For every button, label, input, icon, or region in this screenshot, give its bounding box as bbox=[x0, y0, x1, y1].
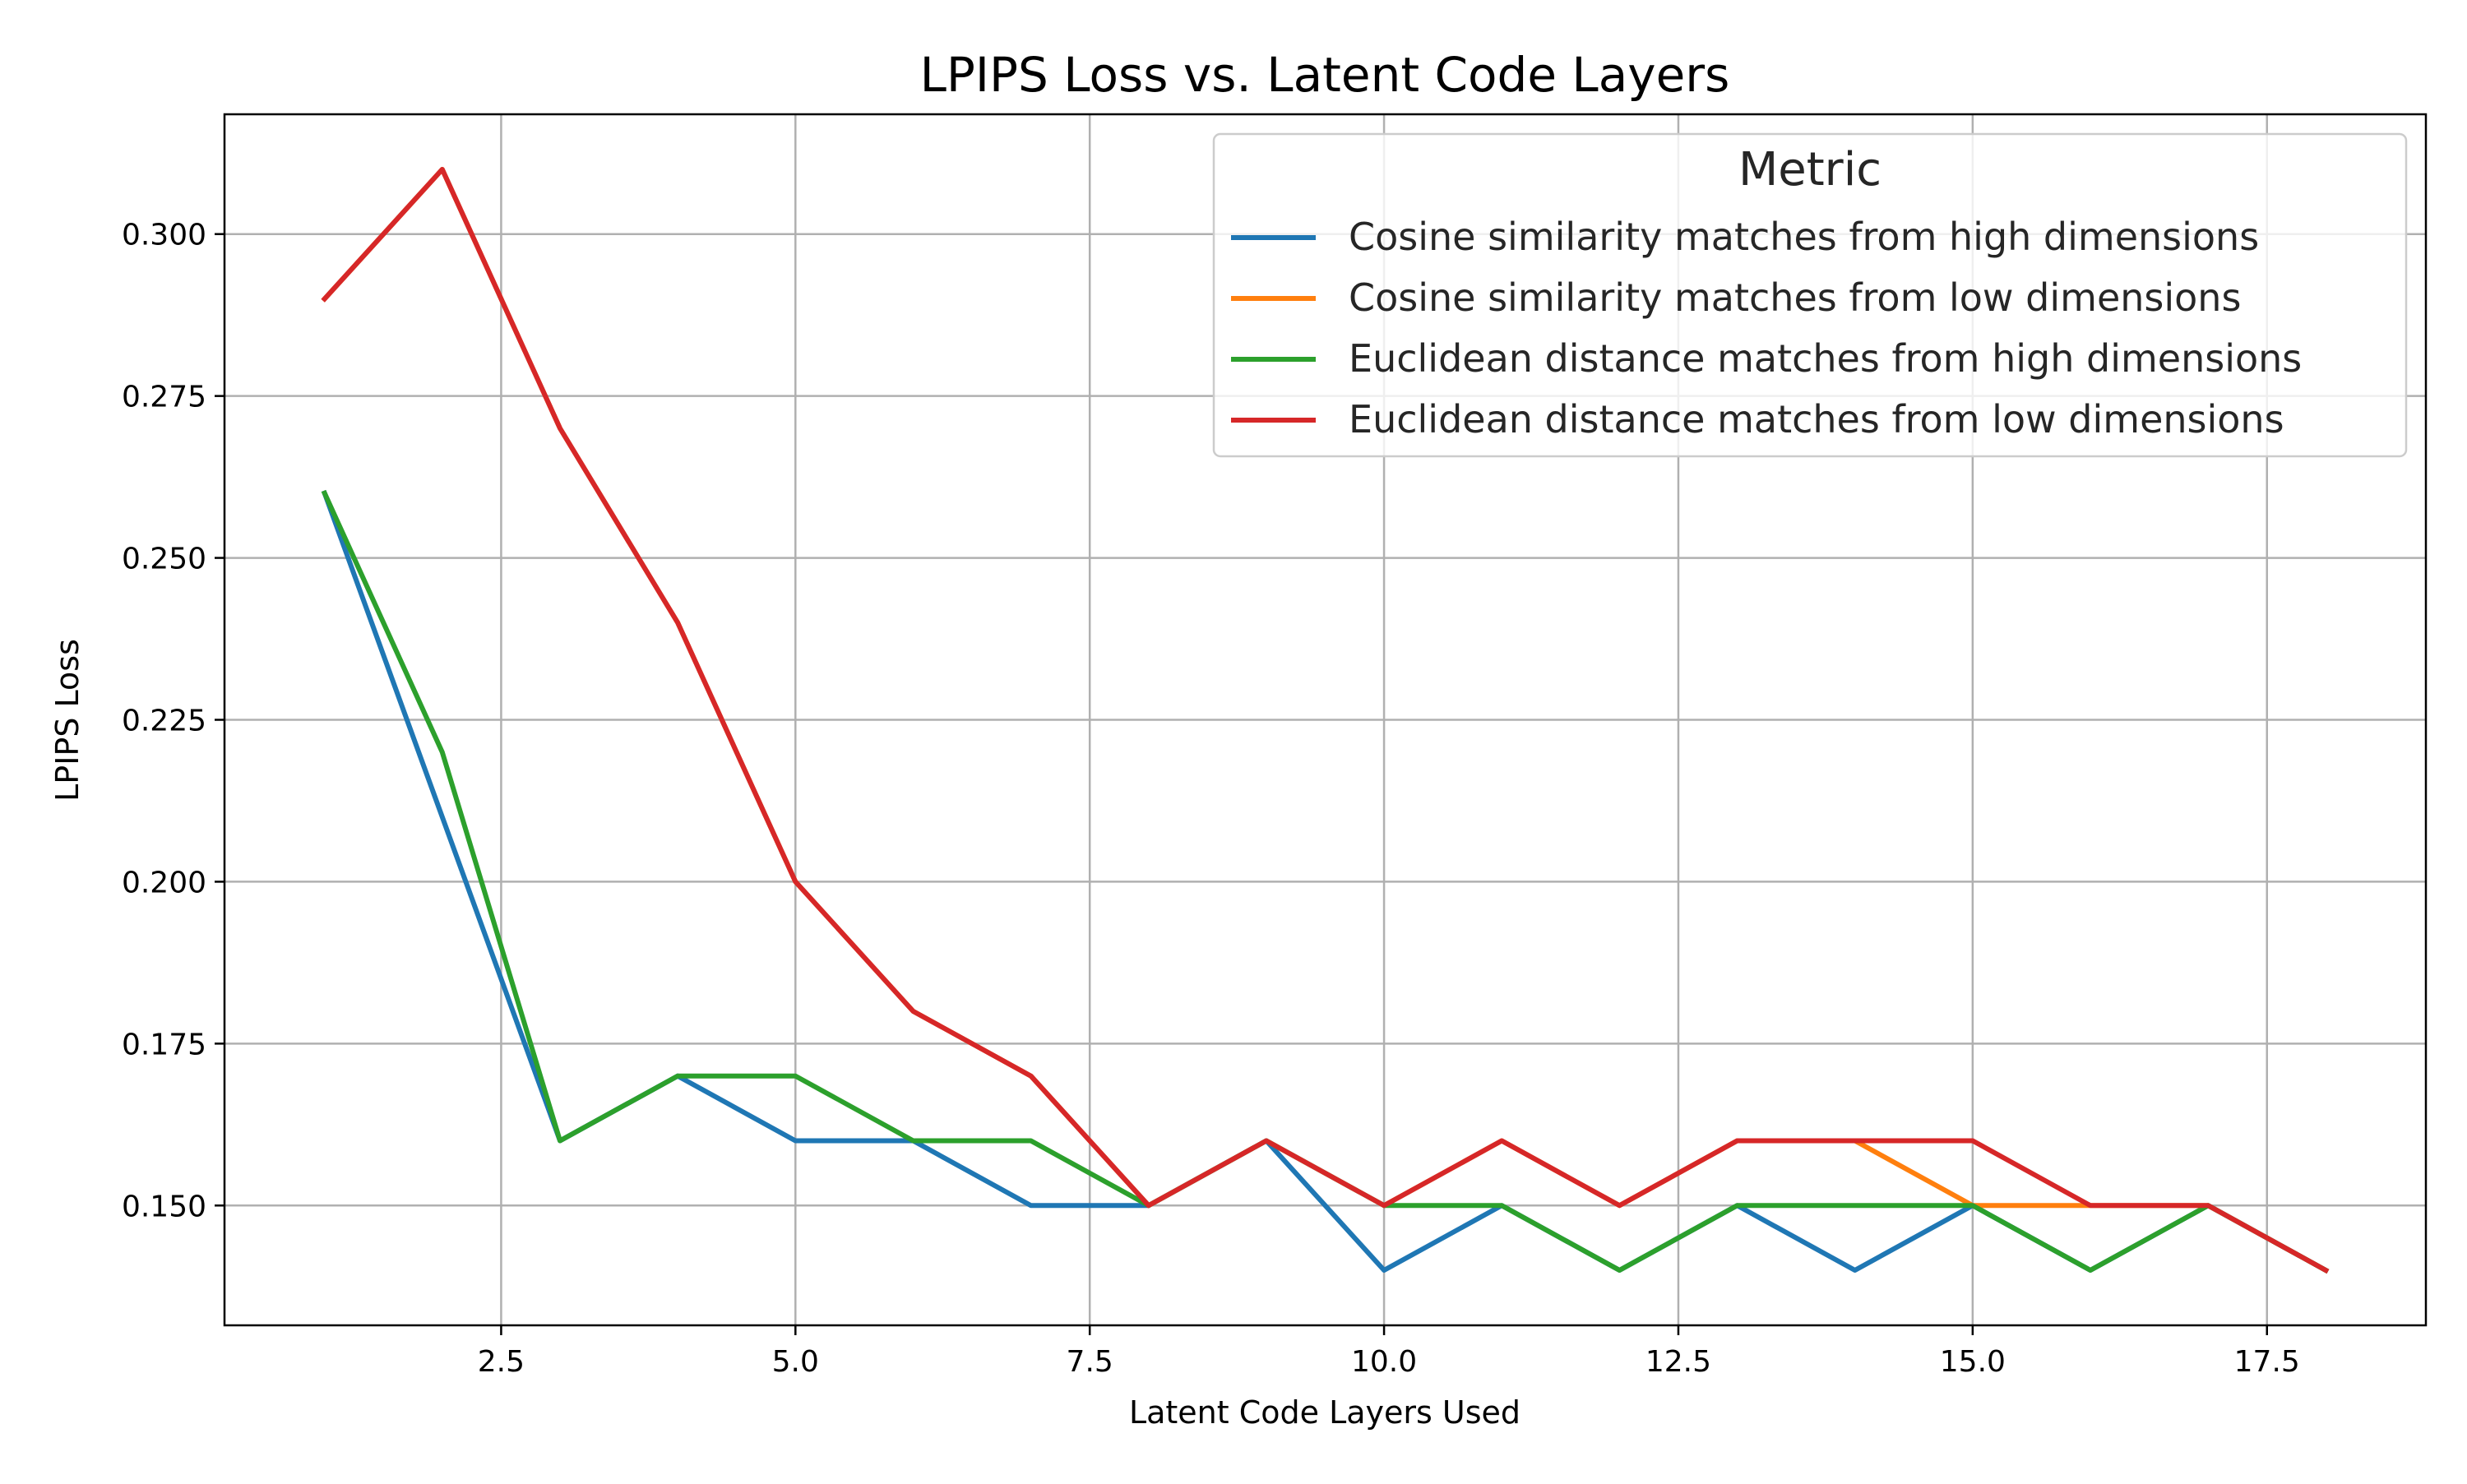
chart-title: LPIPS Loss vs. Latent Code Layers bbox=[920, 47, 1730, 103]
y-axis-label: LPIPS Loss bbox=[49, 639, 86, 802]
x-tick-label: 17.5 bbox=[2234, 1345, 2300, 1379]
x-axis-label: Latent Code Layers Used bbox=[1129, 1394, 1520, 1431]
y-tick-label: 0.300 bbox=[122, 219, 206, 252]
y-tick-label: 0.250 bbox=[122, 543, 206, 576]
y-tick-label: 0.200 bbox=[122, 866, 206, 899]
x-tick-label: 2.5 bbox=[478, 1345, 525, 1379]
legend-label-3: Euclidean distance matches from high dim… bbox=[1349, 336, 2302, 381]
x-tick-label: 12.5 bbox=[1645, 1345, 1711, 1379]
x-tick-label: 7.5 bbox=[1067, 1345, 1113, 1379]
legend: Metric Cosine similarity matches from hi… bbox=[1212, 132, 2408, 458]
y-tick-label: 0.275 bbox=[122, 381, 206, 414]
y-tick-label: 0.150 bbox=[122, 1190, 206, 1223]
legend-label-4: Euclidean distance matches from low dime… bbox=[1349, 397, 2284, 442]
legend-items: Cosine similarity matches from high dime… bbox=[1231, 215, 2302, 442]
legend-label-2: Cosine similarity matches from low dimen… bbox=[1349, 275, 2241, 320]
y-tick-label: 0.225 bbox=[122, 705, 206, 738]
x-tick-label: 10.0 bbox=[1351, 1345, 1417, 1379]
axis-ticks: 2.5 5.0 7.5 10.0 12.5 15.0 17.5 0.150 0.175 0.200… bbox=[122, 219, 2300, 1379]
x-tick-label: 5.0 bbox=[772, 1345, 819, 1379]
x-tick-label: 15.0 bbox=[1940, 1345, 2006, 1379]
legend-box bbox=[1212, 132, 2408, 458]
legend-title: Metric bbox=[1738, 143, 1881, 196]
series-line-4 bbox=[321, 167, 2330, 1274]
legend-label-1: Cosine similarity matches from high dime… bbox=[1349, 215, 2259, 259]
series-lines bbox=[321, 167, 2330, 1274]
y-tick-label: 0.175 bbox=[122, 1028, 206, 1061]
